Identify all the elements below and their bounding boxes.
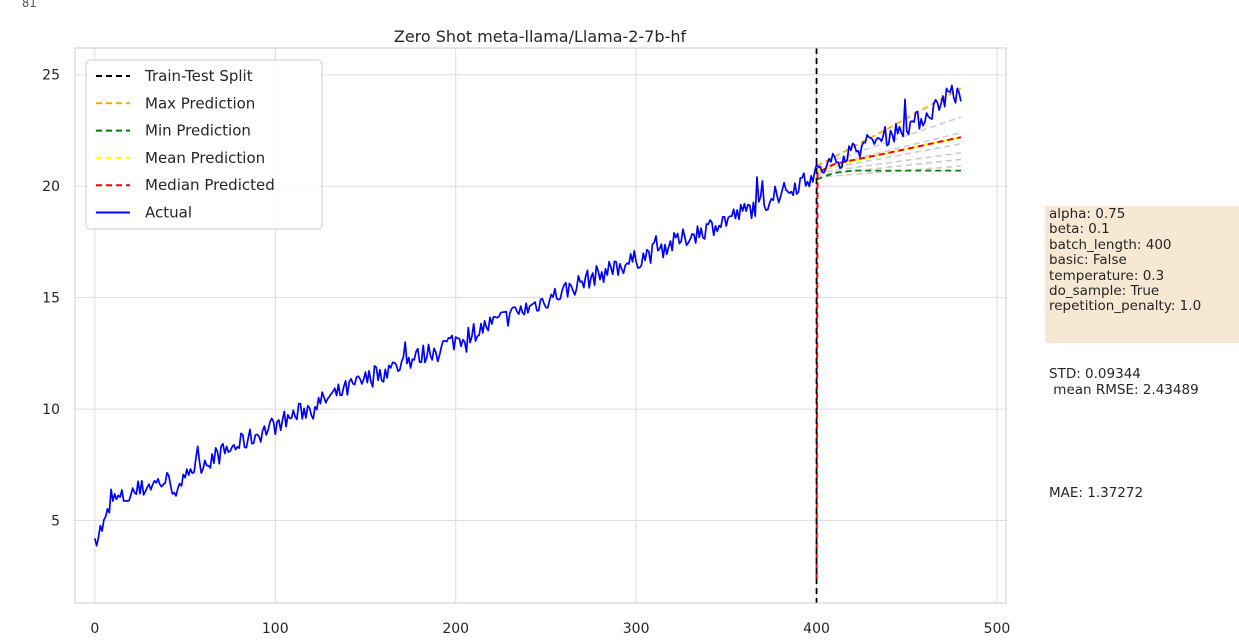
mae-text: MAE: 1.37272 bbox=[1049, 485, 1144, 501]
max-prediction-line bbox=[816, 87, 962, 167]
sample-prediction-line bbox=[816, 152, 962, 174]
legend-label: Max Prediction bbox=[145, 94, 255, 112]
y-tick-label: 10 bbox=[42, 402, 60, 418]
param-line: temperature: 0.3 bbox=[1049, 267, 1165, 284]
line-chart: 0 100 200 300 400 500 5 10 15 20 25 Zero Shot meta… bbox=[42, 27, 1010, 637]
actual-series bbox=[93, 84, 962, 547]
param-line: batch_length: 400 bbox=[1049, 236, 1172, 253]
tick-labels: 0 100 200 300 400 500 5 10 15 20 25 bbox=[42, 68, 1010, 637]
actual-line bbox=[93, 84, 962, 547]
params-box: alpha: 0.75 beta: 0.1 batch_length: 400 bas… bbox=[1045, 206, 1239, 343]
legend-label: Actual bbox=[145, 204, 192, 222]
cell-number: 81 bbox=[22, 0, 37, 10]
legend-box bbox=[85, 59, 323, 230]
legend-label: Median Predicted bbox=[145, 176, 275, 194]
x-tick-label: 500 bbox=[984, 621, 1011, 637]
std-rmse-text: STD: 0.09344 mean RMSE: 2.43489 bbox=[1049, 366, 1199, 398]
legend: Train-Test Split Max Prediction Min Predic… bbox=[85, 59, 323, 230]
legend-label: Min Prediction bbox=[145, 122, 251, 140]
param-line: beta: 0.1 bbox=[1049, 221, 1110, 238]
chart-title: Zero Shot meta-llama/Llama-2-7b-hf bbox=[394, 27, 687, 46]
param-line: do_sample: True bbox=[1049, 283, 1160, 300]
x-tick-label: 400 bbox=[803, 621, 830, 637]
min-prediction-line bbox=[816, 169, 961, 181]
median-prediction-line bbox=[815, 136, 962, 579]
legend-label: Mean Prediction bbox=[145, 149, 265, 167]
x-tick-label: 0 bbox=[90, 621, 99, 637]
x-tick-label: 300 bbox=[623, 621, 650, 637]
y-tick-label: 20 bbox=[42, 179, 60, 195]
legend-label: Train-Test Split bbox=[144, 67, 253, 85]
param-line: basic: False bbox=[1049, 252, 1127, 269]
sample-prediction-line bbox=[816, 116, 962, 167]
x-tick-label: 100 bbox=[262, 621, 289, 637]
y-tick-label: 25 bbox=[42, 68, 60, 84]
x-tick-label: 200 bbox=[442, 621, 469, 637]
prediction-lines bbox=[815, 87, 962, 579]
y-tick-label: 5 bbox=[51, 514, 60, 530]
plot-frame bbox=[74, 47, 1007, 604]
param-line: alpha: 0.75 bbox=[1049, 206, 1126, 222]
sample-prediction-line bbox=[816, 165, 961, 179]
param-line: repetition_penalty: 1.0 bbox=[1049, 298, 1202, 315]
y-tick-label: 15 bbox=[42, 291, 60, 307]
sample-prediction-line bbox=[816, 143, 962, 172]
